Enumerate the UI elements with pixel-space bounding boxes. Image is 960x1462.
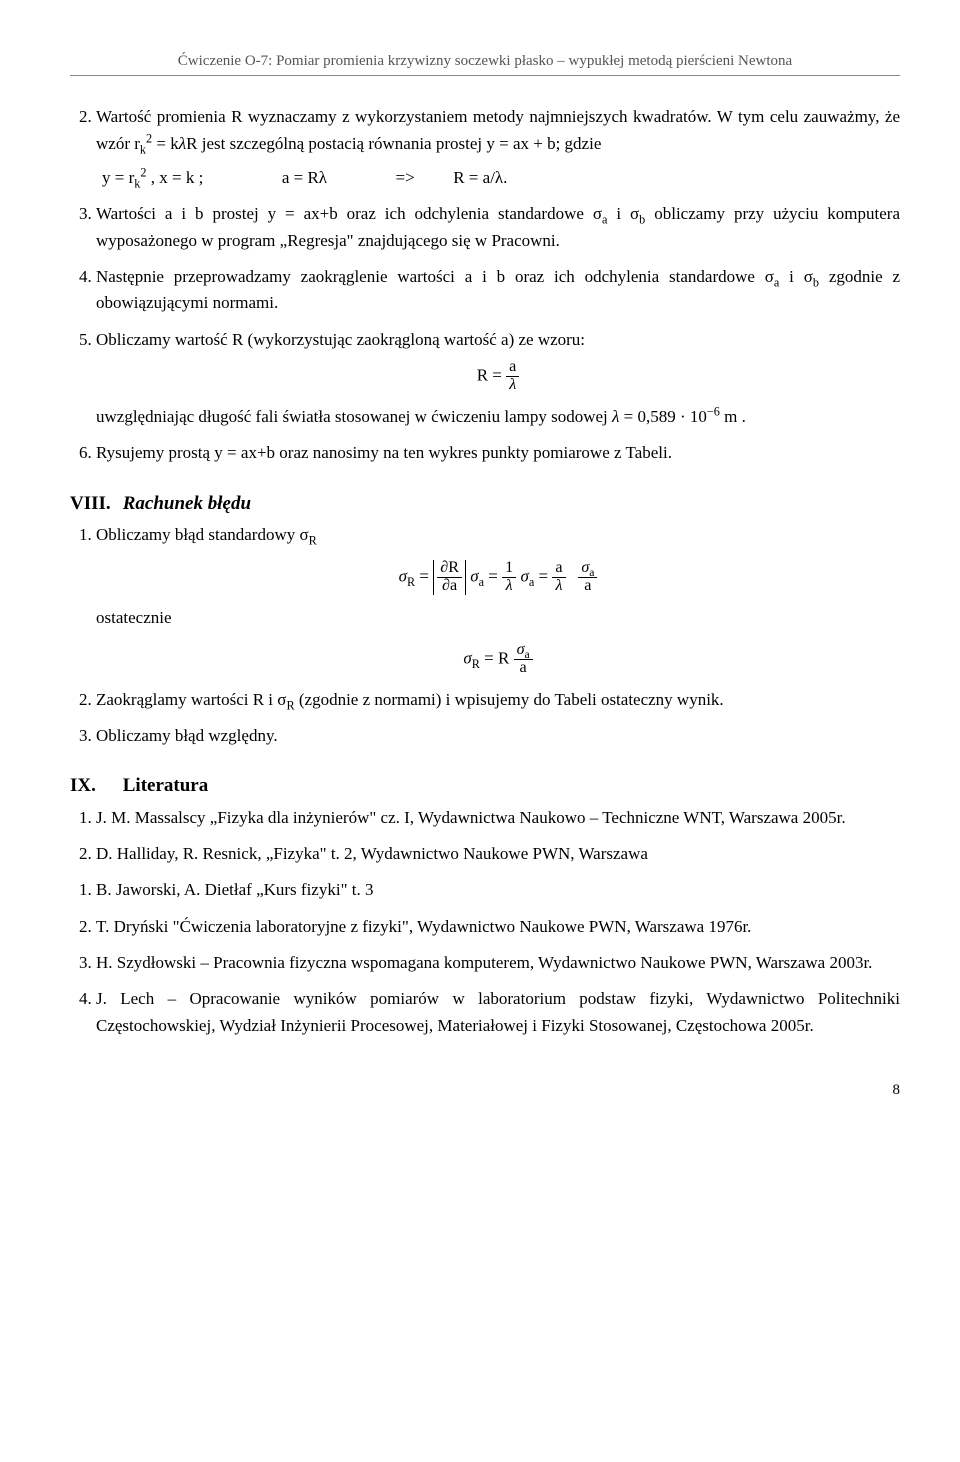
- s8-item-3: Obliczamy błąd względny.: [96, 723, 900, 749]
- fraction: a λ: [552, 560, 565, 595]
- text: Obliczamy błąd standardowy σR: [96, 525, 317, 544]
- text: , x = k ;: [151, 168, 204, 187]
- numerator: σa: [514, 642, 533, 660]
- section-title: Literatura: [123, 775, 208, 796]
- fraction: 1 λ: [502, 560, 516, 595]
- lit-item: T. Dryński "Ćwiczenia laboratoryjne z fi…: [96, 914, 900, 940]
- denominator: ∂a: [437, 578, 462, 595]
- section-9-list-b: B. Jaworski, A. Dietłaf „Kurs fizyki" t.…: [70, 877, 900, 1039]
- text: J. Lech – Opracowanie wyników pomiarów w…: [96, 989, 900, 1034]
- text: Obliczamy wartość R (wykorzystując zaokr…: [96, 330, 585, 349]
- text: Wartości a i b prostej y = ax+b oraz ich…: [96, 204, 900, 249]
- fraction: ∂R ∂a: [437, 560, 462, 595]
- equation-sigmaR-final: σR = R σa a: [96, 642, 900, 677]
- text: T. Dryński "Ćwiczenia laboratoryjne z fi…: [96, 917, 751, 936]
- eq-lhs: R =: [477, 365, 502, 384]
- denominator: λ: [506, 377, 519, 394]
- fraction: σa a: [514, 642, 533, 677]
- text: jest szczególną postacią równania proste…: [202, 134, 602, 153]
- text: Zaokrąglamy wartości R i σR (zgodnie z n…: [96, 690, 724, 709]
- text: Następnie przeprowadzamy zaokrąglenie wa…: [96, 267, 900, 312]
- lit-item: H. Szydłowski – Pracownia fizyczna wspom…: [96, 950, 900, 976]
- numerator: ∂R: [437, 560, 462, 578]
- page-number: 8: [70, 1079, 900, 1102]
- lit-item: J. Lech – Opracowanie wyników pomiarów w…: [96, 986, 900, 1039]
- text: H. Szydłowski – Pracownia fizyczna wspom…: [96, 953, 872, 972]
- section-title: Rachunek błędu: [123, 493, 251, 514]
- denominator: λ: [502, 578, 516, 595]
- section-heading: VIII. Rachunek błędu: [70, 489, 900, 518]
- fraction: σa a: [578, 560, 597, 595]
- section-number: IX.: [70, 771, 118, 800]
- inline-equation: rk2 = kλR: [134, 134, 197, 153]
- list-item-3: Wartości a i b prostej y = ax+b oraz ich…: [96, 201, 900, 254]
- numerator: a: [506, 359, 519, 377]
- equation-sigmaR: σR = ∂R ∂a σa = 1 λ σa = a λ: [96, 560, 900, 595]
- fraction: a λ: [506, 359, 519, 394]
- text: B. Jaworski, A. Dietłaf „Kurs fizyki" t.…: [96, 880, 373, 899]
- main-ordered-list: Wartość promienia R wyznaczamy z wykorzy…: [70, 104, 900, 466]
- page-header: Ćwiczenie O-7: Pomiar promienia krzywizn…: [70, 50, 900, 76]
- section-number: VIII.: [70, 489, 118, 518]
- eq-a: a = Rλ: [282, 168, 327, 187]
- denominator: a: [514, 660, 533, 677]
- equation-line: y = rk2 , x = k ; a = Rλ => R = a/λ.: [102, 165, 900, 191]
- list-item-5: Obliczamy wartość R (wykorzystując zaokr…: [96, 327, 900, 431]
- lambda: λ: [509, 376, 516, 393]
- text: D. Halliday, R. Resnick, „Fizyka" t. 2, …: [96, 844, 648, 863]
- text: Rysujemy prostą y = ax+b oraz nanosimy n…: [96, 443, 672, 462]
- s8-item-1: Obliczamy błąd standardowy σR σR = ∂R ∂a…: [96, 522, 900, 677]
- eq-R: R = a/λ.: [453, 168, 507, 187]
- eq-y: y = rk2: [102, 168, 147, 187]
- section-heading: IX. Literatura: [70, 771, 900, 800]
- section-9-list-a: J. M. Massalscy „Fizyka dla inżynierów" …: [70, 805, 900, 868]
- inline-equation: λ = 0,589 · 10−6 m: [612, 407, 737, 426]
- text: Obliczamy błąd względny.: [96, 726, 278, 745]
- equation-R: R = a λ: [96, 359, 900, 394]
- section-9: IX. Literatura J. M. Massalscy „Fizyka d…: [70, 771, 900, 1039]
- denominator: a: [578, 578, 597, 595]
- list-item-2: Wartość promienia R wyznaczamy z wykorzy…: [96, 104, 900, 191]
- list-item-4: Następnie przeprowadzamy zaokrąglenie wa…: [96, 264, 900, 317]
- text: J. M. Massalscy „Fizyka dla inżynierów" …: [96, 808, 846, 827]
- denominator: λ: [552, 578, 565, 595]
- lit-item: D. Halliday, R. Resnick, „Fizyka" t. 2, …: [96, 841, 900, 867]
- numerator: σa: [578, 560, 597, 578]
- lit-item: B. Jaworski, A. Dietłaf „Kurs fizyki" t.…: [96, 877, 900, 903]
- numerator: a: [552, 560, 565, 578]
- section-8: VIII. Rachunek błędu Obliczamy błąd stan…: [70, 489, 900, 750]
- eq-arrow: =>: [396, 168, 415, 187]
- numerator: 1: [502, 560, 516, 578]
- list-item-6: Rysujemy prostą y = ax+b oraz nanosimy n…: [96, 440, 900, 466]
- s8-item-2: Zaokrąglamy wartości R i σR (zgodnie z n…: [96, 687, 900, 713]
- lit-item: J. M. Massalscy „Fizyka dla inżynierów" …: [96, 805, 900, 831]
- section-8-list: Obliczamy błąd standardowy σR σR = ∂R ∂a…: [70, 522, 900, 749]
- text-ostatecznie: ostatecznie: [96, 605, 900, 631]
- text: uwzględniając długość fali światła stoso…: [96, 407, 612, 426]
- abs: ∂R ∂a: [433, 560, 466, 595]
